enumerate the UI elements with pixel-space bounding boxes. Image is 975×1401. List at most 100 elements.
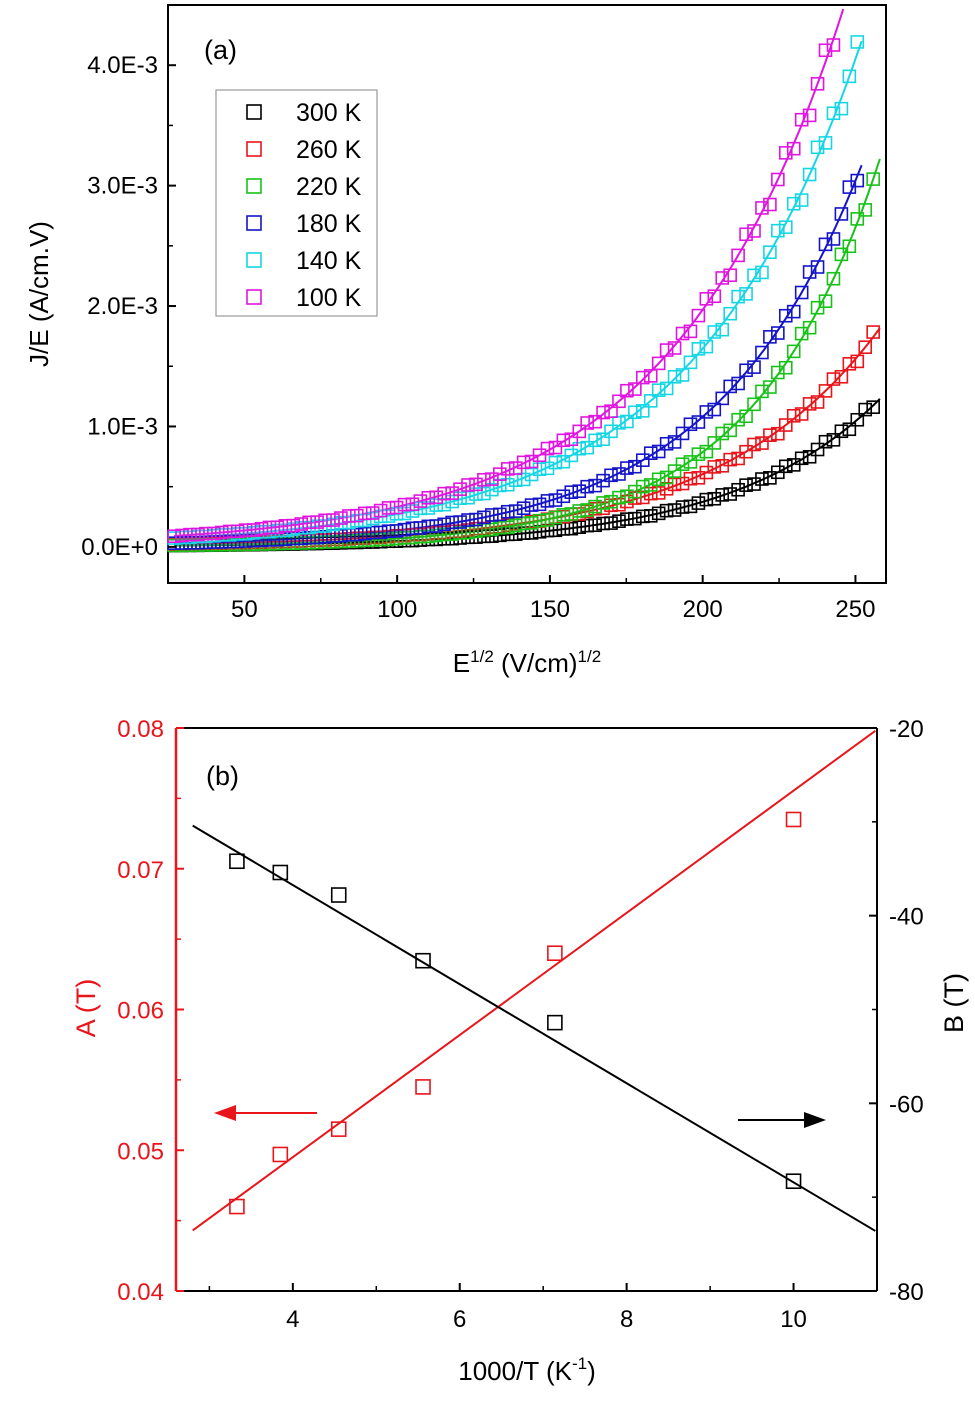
panel-b-left-y-ticks: 0.04 0.05 0.06 0.07 0.08 [117,716,184,1306]
marker-260k [834,369,849,384]
y-left-tick-label: 0.05 [117,1138,164,1165]
marker-220k [612,490,626,505]
marker-180k [524,498,539,512]
marker-180k [469,512,483,527]
marker-100k [405,497,420,512]
marker-220k [723,423,737,438]
marker-180k [715,391,730,406]
marker-140k [572,441,587,456]
marker-300k [508,527,523,541]
marker-220k [532,513,547,528]
marker-180k [516,501,531,516]
marker-180k [357,526,372,541]
marker-180k [763,330,777,344]
legend-label: 100 K [296,284,362,312]
marker-100k [810,77,825,91]
x-label-mid: (V/cm) [494,648,578,678]
marker-a [547,945,563,962]
marker-100k [429,490,444,505]
marker-180k [572,484,587,498]
panel-b: 4 6 8 10 0.040.050.060.070.08 -80-60-40-20 … [71,716,969,1386]
marker-180k [723,379,737,394]
marker-300k [858,402,873,417]
marker-180k [453,515,467,529]
x-label-mid: ) [587,1356,596,1386]
marker-100k [183,527,197,542]
marker-300k [580,518,594,533]
marker-300k [596,516,610,531]
marker-140k [763,245,777,260]
legend-label: 140 K [296,247,362,275]
marker-100k [175,528,189,543]
marker-180k [548,493,563,507]
marker-100k [667,341,682,355]
marker-100k [596,405,610,420]
fit-line-a [192,730,876,1232]
marker-100k [445,486,459,500]
marker-180k [381,524,396,538]
marker-180k [683,417,698,432]
x-tick-label: 100 [377,596,417,623]
marker-180k [318,530,332,544]
marker-180k [429,519,444,533]
marker-100k [651,356,666,371]
marker-220k [628,484,642,499]
marker-140k [778,220,793,234]
marker-220k [508,518,523,533]
marker-300k [818,434,833,449]
marker-180k [810,260,825,274]
marker-100k [747,224,761,238]
marker-260k [739,444,753,459]
marker-180k [604,468,618,483]
panel-b-x-ticks: 4 6 8 10 [208,1283,807,1333]
legend-marker [246,289,262,305]
marker-100k [715,271,730,285]
marker-220k [715,426,730,441]
marker-220k [826,271,841,286]
marker-180k [850,173,865,188]
marker-100k [786,141,801,156]
marker-180k [667,435,682,449]
marker-220k [651,472,666,487]
marker-100k [389,500,404,515]
marker-300k [723,487,737,501]
marker-220k [675,457,690,472]
marker-260k [842,357,857,371]
marker-220k [747,397,761,412]
marker-180k [771,326,785,340]
marker-100k [334,511,348,525]
legend-marker [246,178,262,194]
marker-100k [207,526,221,541]
marker-180k [461,513,475,527]
marker-100k [286,518,301,533]
x-tick-label: 10 [780,1306,807,1333]
marker-180k [334,528,348,543]
marker-140k [739,287,753,301]
marker-220k [540,513,555,527]
marker-140k [516,472,531,487]
marker-220k [691,447,706,461]
marker-260k [683,471,698,486]
legend-label: 220 K [296,173,362,201]
marker-140k [604,424,618,439]
marker-100k [469,477,483,492]
legend-marker [246,104,262,120]
marker-140k [580,440,594,455]
panel-a-legend: 300 K 260 K 220 K 180 K 140 K 100 K [215,89,378,317]
marker-140k [667,370,682,384]
marker-100k [230,524,245,539]
marker-100k [572,424,587,439]
marker-300k [675,500,690,514]
marker-300k [850,412,865,427]
marker-180k [802,265,817,279]
x-tick-label: 8 [620,1306,633,1333]
y-left-tick-label: 0.07 [117,857,164,884]
marker-b [547,1014,563,1031]
panel-a: 50 100 150 200 250 0.0E+0 1.0E-3 2.0E-3 3.0E-3 4… [24,4,887,678]
marker-100k [739,227,753,242]
marker-140k [635,404,650,418]
marker-100k [802,108,817,123]
marker-260k [675,476,690,491]
marker-300k [588,518,602,533]
